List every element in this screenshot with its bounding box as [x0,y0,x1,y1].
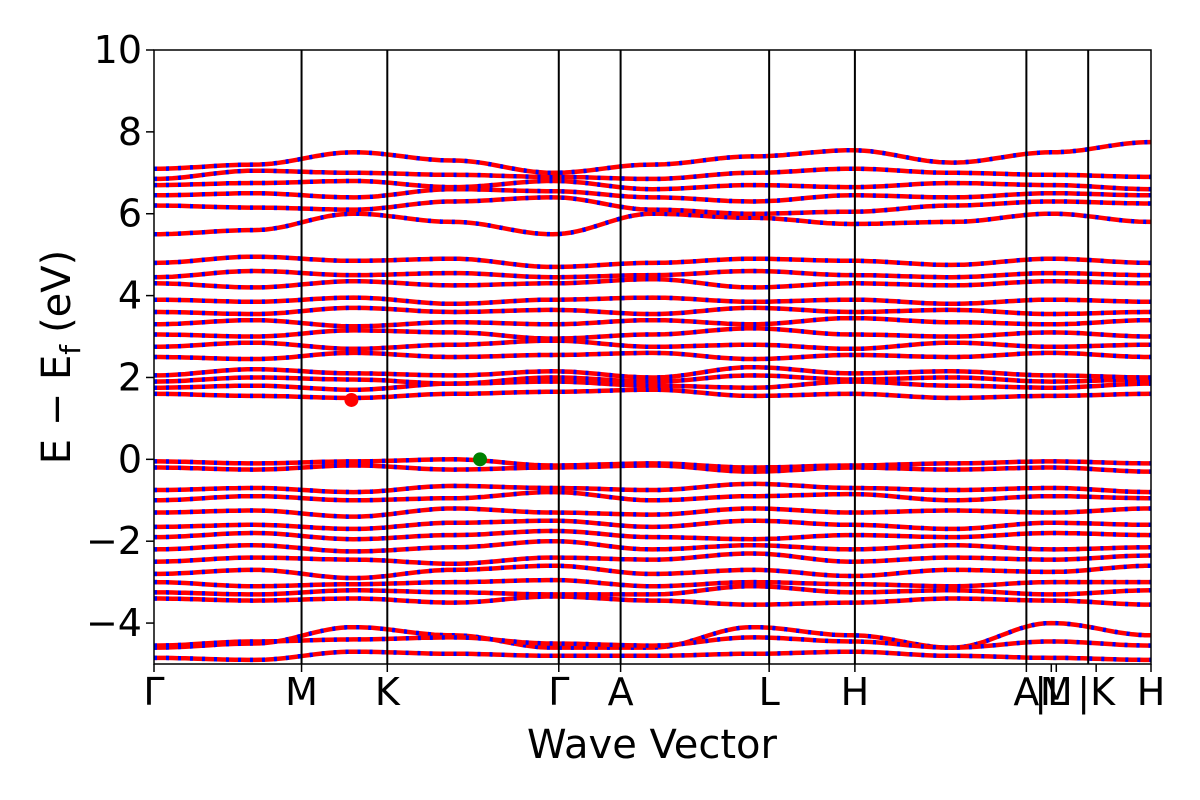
x-tick-label: Γ [548,670,569,714]
band-11-spin-up [154,506,1151,519]
band-21-spin-up [154,338,1151,352]
band-22-spin-up [154,326,1151,341]
band-16-spin-up [154,387,1151,401]
band-29-spin-down [154,211,1151,237]
band-14-spin-up [154,463,1151,474]
x-tick-label: A [1013,670,1039,714]
x-tick-label: M [285,670,318,714]
band-10-spin-up [154,518,1151,532]
plot-area [154,139,1151,663]
y-axis-title-unit: (eV) [34,250,80,333]
band-9-spin-up [154,528,1151,542]
y-tick-label: −4 [86,601,142,645]
band-26-spin-up [154,276,1151,290]
y-axis-title: E − Ef (eV) [34,250,87,465]
band-19-spin-up [154,364,1151,380]
band-20-spin-up [154,350,1151,362]
band-27-spin-up [154,268,1151,280]
band-31-spin-up [154,186,1151,204]
band-23-spin-up [154,315,1151,329]
band-12-spin-up [154,489,1151,503]
band-33-spin-up [154,166,1151,182]
x-tick-label: Γ [143,670,164,714]
band-7-spin-up [154,551,1151,566]
y-axis-title-main: E − E [34,355,80,465]
band-15-spin-up [154,457,1151,470]
y-tick-label: 2 [118,355,142,399]
band-25-spin-up [154,295,1151,307]
band-edge-markers [344,392,488,467]
y-axis-ticks: −4 −2 0 2 4 6 8 10 [86,28,154,645]
band-13-spin-up [154,481,1151,495]
x-tick-label: |L [1034,670,1068,715]
plot-frame [153,49,1152,665]
band-5-spin-up [154,577,1151,589]
high-symmetry-lines [300,50,1090,664]
band-6-spin-up [154,563,1151,581]
band-4-spin-up [154,583,1151,597]
band-24-spin-up [154,305,1151,317]
band-8-spin-up [154,538,1151,554]
band-edge-marker-0 [344,392,359,407]
y-tick-label: −2 [86,519,142,563]
x-tick-label: L [759,670,780,714]
x-axis-ticks: Γ M K Γ A L H A|LM |K H [143,664,1165,715]
x-tick-label: A [608,670,634,714]
band-3-spin-up [154,594,1151,607]
x-axis-title: Wave Vector [527,722,778,768]
x-tick-label: |K [1077,670,1116,715]
x-tick-label: M [1040,670,1073,714]
x-tick-label: H [841,670,870,714]
band-18-spin-up [154,373,1151,386]
band-edge-marker-1 [473,452,488,467]
x-tick-label: K [375,670,401,714]
y-tick-label: 10 [94,28,142,72]
x-tick-label: H [1137,670,1166,714]
band-32-spin-up [154,178,1151,192]
band-0-spin-up [154,649,1151,663]
band-17-spin-up [154,379,1151,392]
y-axis-title-subscript: f [54,344,87,355]
y-tick-label: 4 [118,274,142,318]
band-30-spin-up [154,195,1151,216]
y-tick-label: 0 [118,437,142,481]
y-tick-label: 6 [118,192,142,236]
band-28-spin-up [154,254,1151,270]
band-2-spin-up [154,635,1151,650]
y-tick-label: 8 [118,110,142,154]
band-34-spin-up [154,139,1151,176]
